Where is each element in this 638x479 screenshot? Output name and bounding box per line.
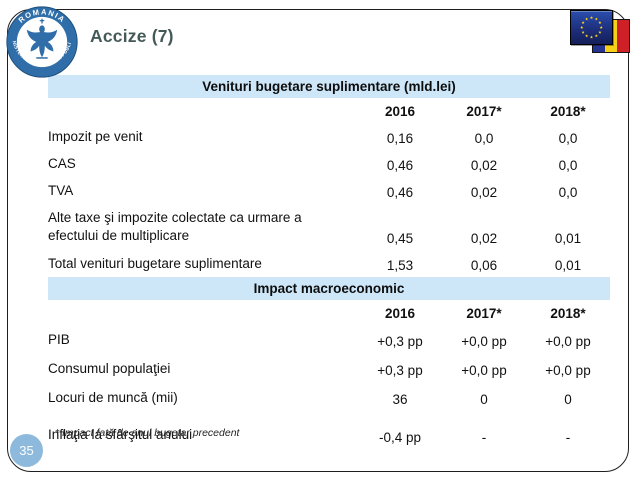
table-cell: 1,53 xyxy=(386,257,414,273)
row-label: Locuri de muncă (mii) xyxy=(48,390,178,406)
page-number: 35 xyxy=(19,443,34,458)
column-header-2018: 2018* xyxy=(550,104,586,119)
table-cell: 0 xyxy=(480,392,488,408)
table-row: Inflaţia la sfârşitul anului -0,4 pp - - xyxy=(48,421,610,450)
table-row-total: Total venituri bugetare suplimentare 1,5… xyxy=(48,250,610,277)
row-label: Consumul populaţiei xyxy=(48,361,171,377)
row-label: Alte taxe şi impozite colectate ca urmar… xyxy=(48,210,302,244)
table-cell: 0,06 xyxy=(470,257,498,273)
column-header-2016: 2016 xyxy=(384,306,416,322)
table-cell: -0,4 pp xyxy=(378,429,422,445)
row-label: CAS xyxy=(48,155,76,171)
column-header-2018: 2018* xyxy=(550,306,586,322)
table-cell: 0,02 xyxy=(470,185,498,201)
revenue-table-header-row: 2016 2017* 2018* xyxy=(48,98,610,123)
row-label: Inflaţia la sfârşitul anului xyxy=(48,427,193,443)
table-cell: 0,0 xyxy=(558,185,578,201)
table-cell: +0,0 pp xyxy=(461,363,507,379)
column-header-2017: 2017* xyxy=(466,104,502,119)
table-cell: 0,45 xyxy=(386,230,414,246)
table-cell: +0,0 pp xyxy=(461,334,507,350)
table-cell: +0,0 pp xyxy=(545,334,591,350)
row-label: PIB xyxy=(48,331,70,347)
row-label: Impozit pe venit xyxy=(48,128,143,144)
table-row: Alte taxe şi impozite colectate ca urmar… xyxy=(48,205,610,250)
table-cell: 0,16 xyxy=(386,130,414,146)
table-row: Consumul populaţiei +0,3 pp +0,0 pp +0,0… xyxy=(48,355,610,384)
table-cell: 0,0 xyxy=(558,157,578,173)
table-cell: 0,02 xyxy=(470,157,498,173)
eagle-emblem-icon xyxy=(26,18,58,59)
table-row: PIB +0,3 pp +0,0 pp +0,0 pp xyxy=(48,325,610,354)
footnote: * Impact faţă de anul bugetar precedent xyxy=(55,427,240,439)
row-label: TVA xyxy=(48,182,74,198)
macro-impact-table-title: Impact macroeconomic xyxy=(48,277,610,301)
table-cell: +0,0 pp xyxy=(545,363,591,379)
slide-content: Venituri bugetare suplimentare (mld.lei)… xyxy=(48,75,610,450)
table-cell: 0,0 xyxy=(474,130,494,146)
table-row: CAS 0,46 0,02 0,0 xyxy=(48,150,610,177)
table-cell: 0,02 xyxy=(470,230,498,246)
eu-flag-icon xyxy=(570,10,613,45)
table-cell: 0,01 xyxy=(554,230,582,246)
table-cell: 0,46 xyxy=(386,157,414,173)
table-cell: 0,46 xyxy=(386,185,414,201)
column-header-2016: 2016 xyxy=(384,104,416,119)
table-cell: +0,3 pp xyxy=(377,334,423,350)
table-cell: +0,3 pp xyxy=(377,363,423,379)
eu-stars-icon xyxy=(580,16,603,39)
revenue-table-title: Venituri bugetare suplimentare (mld.lei) xyxy=(48,75,610,98)
table-cell: 0,0 xyxy=(558,130,578,146)
table-cell: 0,01 xyxy=(554,257,582,273)
table-row: Locuri de muncă (mii) 36 0 0 xyxy=(48,384,610,413)
row-label: Total venituri bugetare suplimentare xyxy=(48,255,262,271)
table-cell: 0 xyxy=(564,392,572,408)
table-cell: 36 xyxy=(392,392,408,408)
macro-impact-header-row: 2016 2017* 2018* xyxy=(48,300,610,325)
slide-title: Accize (7) xyxy=(90,26,174,46)
page-number-badge: 35 xyxy=(10,434,43,467)
ministry-finance-seal-logo: ROMANIA MINISTERUL FINANTELOR PUBLICE xyxy=(4,4,78,78)
table-row: Impozit pe venit 0,16 0,0 0,0 xyxy=(48,123,610,150)
table-row: TVA 0,46 0,02 0,0 xyxy=(48,177,610,204)
table-cell: - xyxy=(565,429,571,445)
column-header-2017: 2017* xyxy=(466,306,502,322)
table-cell: - xyxy=(481,429,487,445)
